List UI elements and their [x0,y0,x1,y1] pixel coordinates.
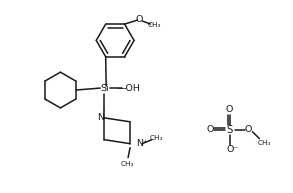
Text: CH₃: CH₃ [120,161,134,167]
Text: CH₃: CH₃ [149,135,163,141]
Text: O: O [245,125,252,134]
Text: O⁻: O⁻ [226,145,239,154]
Text: O: O [226,105,233,114]
Text: N: N [97,113,104,122]
Text: O: O [136,15,143,24]
Text: CH₃: CH₃ [148,22,161,28]
Text: N⁺: N⁺ [136,139,148,148]
Text: CH₃: CH₃ [258,140,271,146]
Text: S: S [226,125,233,135]
Text: Si: Si [100,84,108,93]
Text: —OH: —OH [116,84,140,93]
Text: O: O [206,125,213,134]
